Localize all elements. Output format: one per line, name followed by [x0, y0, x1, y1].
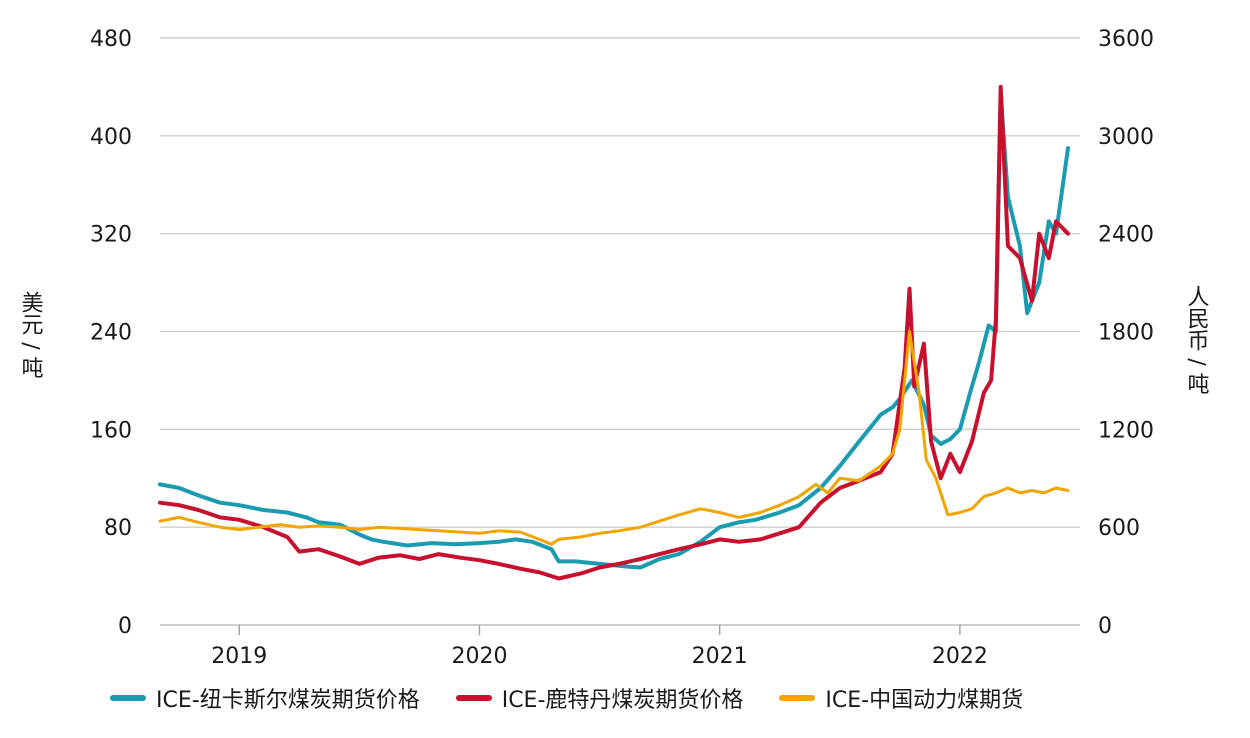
x-tick-label: 2021 [692, 644, 748, 669]
left-tick-label: 320 [90, 223, 132, 248]
legend-item-rotterdam: ICE-鹿特丹煤炭期货价格 [455, 682, 744, 714]
right-tick-label: 2400 [1098, 223, 1154, 248]
legend-label-newcastle: ICE-纽卡斯尔煤炭期货价格 [156, 688, 420, 713]
left-tick-label: 160 [90, 418, 132, 443]
x-tick-label: 2022 [932, 644, 988, 669]
series-lines [158, 84, 1070, 581]
left-tick-label: 0 [118, 614, 132, 639]
left-tick-label: 400 [90, 125, 132, 150]
left-tick-label: 480 [90, 27, 132, 52]
right-tick-label: 1800 [1098, 321, 1154, 346]
right-tick-label: 600 [1098, 516, 1140, 541]
legend-swatch-newcastle [110, 695, 146, 701]
legend-item-newcastle: ICE-纽卡斯尔煤炭期货价格 [110, 682, 420, 714]
left-tick-label: 80 [104, 516, 132, 541]
x-tick-label: 2019 [211, 644, 267, 669]
x-tick-label: 2020 [451, 644, 507, 669]
legend-label-china: ICE-中国动力煤期货 [825, 688, 1024, 713]
right-tick-label: 3000 [1098, 125, 1154, 150]
series-line-rotterdam [158, 84, 1070, 581]
right-tick-label: 1200 [1098, 418, 1154, 443]
legend-swatch-china [779, 695, 816, 701]
right-y-axis: 0 600 1200 1800 2400 3000 3600 [1098, 27, 1154, 639]
left-tick-label: 240 [90, 321, 132, 346]
legend-label-rotterdam: ICE-鹿特丹煤炭期货价格 [501, 688, 744, 713]
left-axis-title: 美元 / 吨 [18, 291, 44, 379]
legend: ICE-纽卡斯尔煤炭期货价格 ICE-鹿特丹煤炭期货价格 ICE-中国动力煤期货 [110, 682, 1059, 714]
right-axis-title: 人民币 / 吨 [1184, 285, 1210, 395]
series-line-china [158, 330, 1070, 546]
legend-item-china: ICE-中国动力煤期货 [779, 682, 1023, 714]
right-tick-label: 0 [1098, 614, 1112, 639]
left-y-axis: 0 80 160 240 320 400 480 [90, 27, 132, 639]
right-tick-label: 3600 [1098, 27, 1154, 52]
series-line-newcastle [158, 91, 1070, 570]
legend-swatch-rotterdam [455, 695, 492, 701]
x-axis: 2019 2020 2021 2022 [211, 625, 988, 669]
chart: 2019 2020 2021 2022 0 80 160 240 320 400 480 0 600… [18, 27, 1210, 669]
gridlines [160, 37, 1080, 626]
